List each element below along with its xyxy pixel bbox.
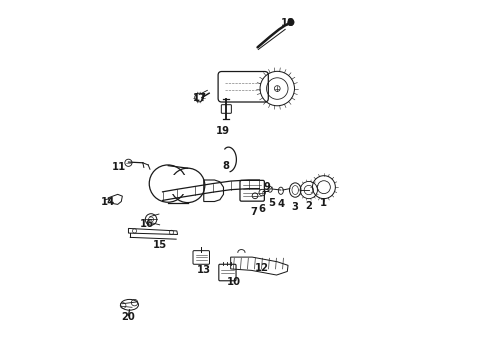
Text: 13: 13 bbox=[197, 265, 211, 275]
Circle shape bbox=[274, 86, 280, 91]
Circle shape bbox=[259, 189, 266, 196]
Circle shape bbox=[252, 193, 258, 199]
Text: 12: 12 bbox=[255, 263, 269, 273]
Text: 6: 6 bbox=[259, 204, 266, 215]
Text: 1: 1 bbox=[319, 198, 327, 208]
FancyBboxPatch shape bbox=[219, 264, 236, 281]
Text: 20: 20 bbox=[122, 312, 135, 322]
Text: 15: 15 bbox=[152, 239, 167, 249]
FancyBboxPatch shape bbox=[168, 175, 188, 194]
Text: 3: 3 bbox=[291, 202, 298, 212]
Text: 10: 10 bbox=[227, 277, 241, 287]
FancyBboxPatch shape bbox=[193, 251, 210, 264]
Text: 17: 17 bbox=[193, 93, 207, 103]
Text: 7: 7 bbox=[250, 207, 257, 217]
Text: 16: 16 bbox=[139, 219, 153, 229]
Text: 11: 11 bbox=[112, 162, 126, 172]
Text: 8: 8 bbox=[223, 161, 230, 171]
Circle shape bbox=[288, 19, 294, 25]
Text: 18: 18 bbox=[281, 18, 295, 28]
Text: 19: 19 bbox=[216, 126, 230, 135]
Text: 2: 2 bbox=[305, 201, 312, 211]
Text: 4: 4 bbox=[277, 199, 284, 210]
Text: 5: 5 bbox=[269, 198, 275, 208]
Text: 9: 9 bbox=[263, 182, 270, 192]
Text: 14: 14 bbox=[101, 197, 115, 207]
